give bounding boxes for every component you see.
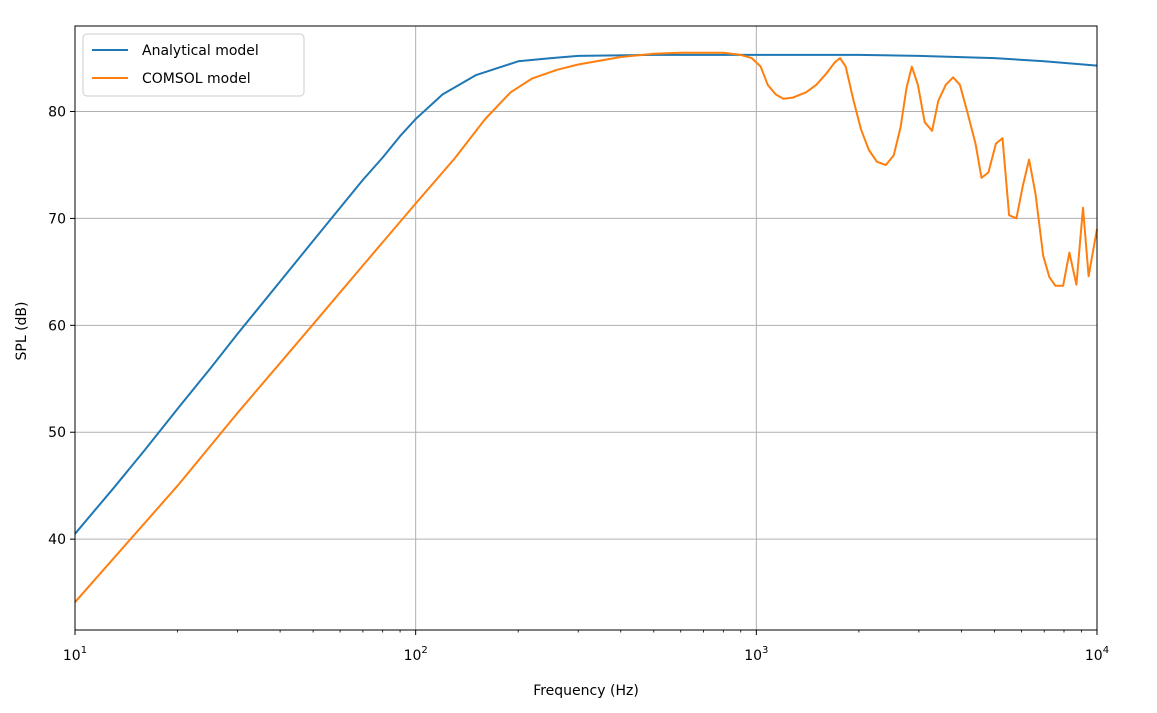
legend-label: Analytical model bbox=[142, 43, 259, 59]
y-tick-label: 40 bbox=[48, 532, 66, 548]
y-axis-label: SPL (dB) bbox=[14, 302, 30, 361]
y-tick-label: 60 bbox=[48, 318, 66, 334]
series-line-analytical bbox=[74, 53, 1098, 535]
legend-box bbox=[82, 33, 305, 97]
legend-label: COMSOL model bbox=[142, 71, 251, 87]
x-tick-label: 103 bbox=[744, 645, 768, 664]
x-axis-ticks: 101 102 103 104 bbox=[63, 630, 1109, 664]
x-tick-label: 101 bbox=[63, 645, 87, 664]
series-layer bbox=[74, 51, 1098, 603]
legend: Analytical model COMSOL model bbox=[82, 33, 305, 97]
x-axis-label: Frequency (Hz) bbox=[533, 683, 639, 699]
y-tick-label: 80 bbox=[48, 105, 66, 121]
y-tick-label: 70 bbox=[48, 211, 66, 227]
y-tick-label: 50 bbox=[48, 425, 66, 441]
x-tick-label: 102 bbox=[404, 645, 428, 664]
plot-frame bbox=[74, 25, 1098, 631]
y-axis-ticks: 40 50 60 70 80 bbox=[48, 105, 75, 548]
grid-lines bbox=[74, 26, 1098, 630]
series-line-comsol bbox=[74, 51, 1098, 603]
x-tick-label: 104 bbox=[1085, 645, 1109, 664]
